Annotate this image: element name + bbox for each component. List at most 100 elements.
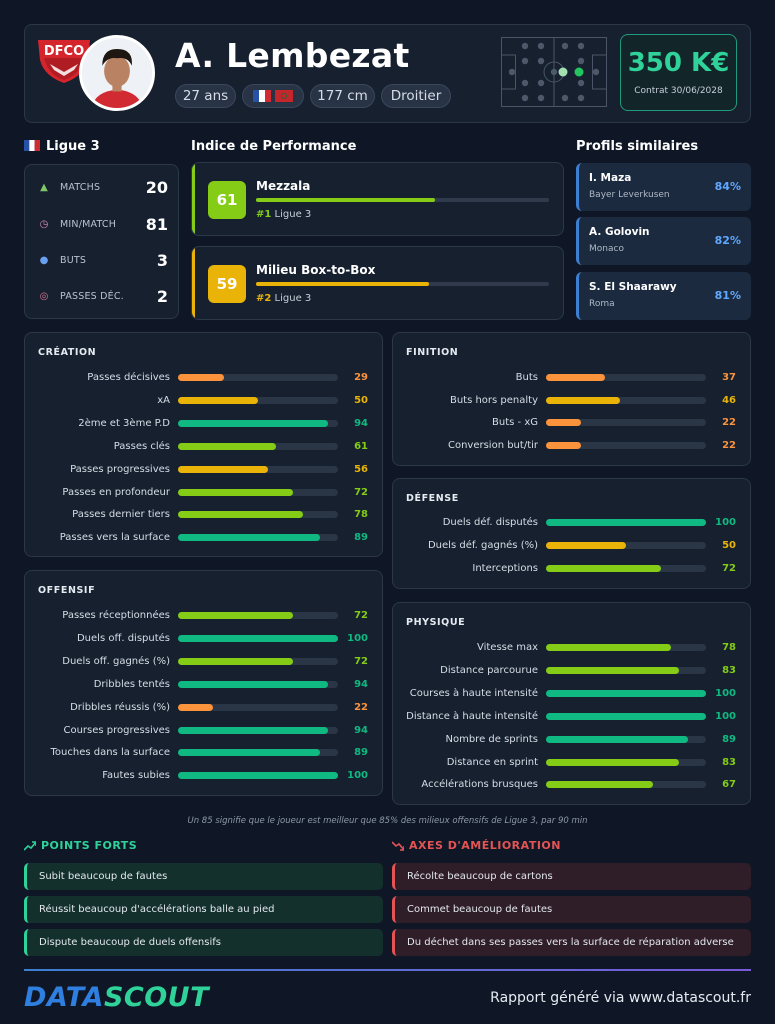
- metric-bar-fill: [546, 712, 706, 720]
- metric-label: Buts hors penalty: [449, 394, 538, 406]
- metric-value: 89: [722, 733, 736, 745]
- similar-title: Profils similaires: [576, 139, 699, 154]
- metric-bar-fill: [178, 749, 321, 757]
- metric-label: Passes progressives: [70, 463, 170, 475]
- metric-bar-fill: [178, 703, 214, 711]
- metric-value: 94: [354, 678, 368, 690]
- trending-up-icon: [24, 841, 36, 851]
- strength-item: Subit beaucoup de fautes: [24, 863, 383, 890]
- metric-bar: [546, 442, 706, 450]
- metric-bar: [178, 634, 338, 642]
- strength-item: Réussit beaucoup d'accélérations balle a…: [24, 896, 383, 923]
- metric-bar-fill: [546, 519, 706, 526]
- ball-icon: ●: [39, 254, 49, 266]
- similar-player-name: I. Maza: [589, 172, 632, 184]
- metric-bar: [546, 644, 706, 651]
- defense-title: DÉFENSE: [406, 493, 459, 504]
- france-flag-icon: [24, 140, 40, 151]
- league-stat-row: ▲ MATCHS 20: [38, 177, 168, 197]
- performance-bar-fill: [256, 198, 435, 202]
- similar-player-name: A. Golovin: [589, 226, 650, 238]
- performance-bar: [256, 282, 549, 286]
- metric-value: 94: [354, 724, 368, 736]
- similar-profile-card[interactable]: A. Golovin Monaco 82%: [576, 217, 751, 265]
- metric-value: 67: [722, 779, 736, 791]
- metric-bar: [178, 772, 338, 780]
- metric-label: Courses progressives: [63, 724, 170, 736]
- metric-label: 2ème et 3ème P.D: [78, 417, 170, 429]
- metric-bar: [546, 542, 706, 549]
- metric-label: Duels déf. disputés: [442, 517, 538, 528]
- similarity-percent: 84%: [714, 180, 741, 193]
- similar-profile-card[interactable]: I. Maza Bayer Leverkusen 84%: [576, 163, 751, 211]
- shirt-icon: ▲: [40, 181, 48, 193]
- metric-bar: [546, 735, 706, 743]
- metric-value: 94: [354, 417, 368, 429]
- datascout-logo[interactable]: DATASCOUT: [24, 982, 210, 1013]
- league-stat-row: ◎ PASSES DÉC. 2: [38, 286, 168, 306]
- metric-bar: [178, 488, 338, 496]
- similar-player-club: Bayer Leverkusen: [589, 190, 670, 200]
- club-crest-icon: DFCO: [38, 40, 90, 83]
- league-stat-value: 20: [145, 177, 168, 197]
- creation-title: CRÉATION: [38, 347, 97, 358]
- physical-panel: [392, 602, 751, 805]
- metric-label: Courses à haute intensité: [409, 687, 538, 699]
- metric-bar-fill: [178, 657, 294, 665]
- offensive-title: OFFENSIF: [38, 585, 96, 596]
- metric-bar: [178, 749, 338, 757]
- similar-profile-card[interactable]: S. El Shaarawy Roma 81%: [576, 272, 751, 320]
- metric-label: Buts - xG: [492, 417, 538, 429]
- similar-player-club: Monaco: [589, 244, 624, 254]
- strength-item: Dispute beaucoup de duels offensifs: [24, 929, 383, 956]
- metric-bar-fill: [546, 442, 582, 450]
- league-stat-value: 3: [156, 250, 168, 270]
- metric-label: Duels off. disputés: [76, 632, 170, 644]
- metric-value: 29: [354, 372, 368, 383]
- metric-value: 22: [722, 440, 736, 452]
- metric-value: 100: [347, 770, 368, 782]
- performance-title: Indice de Performance: [191, 139, 357, 154]
- metric-bar-fill: [546, 758, 679, 766]
- metric-value: 37: [722, 372, 736, 383]
- metric-bar-fill: [546, 781, 654, 789]
- metric-bar-fill: [546, 735, 689, 743]
- metric-bar: [178, 465, 338, 473]
- metric-value: 100: [715, 687, 736, 699]
- metric-bar: [178, 419, 338, 427]
- physical-title: PHYSIQUE: [406, 617, 466, 628]
- metric-bar: [546, 666, 706, 674]
- league-stat-row: ● BUTS 3: [38, 250, 168, 270]
- performance-card[interactable]: 59 Milieu Box-to-Box #2 Ligue 3: [191, 246, 564, 320]
- market-value-card: [620, 34, 737, 111]
- metric-label: Passes réceptionnées: [62, 610, 170, 621]
- metric-bar: [178, 534, 338, 542]
- performance-rank-league: Ligue 3: [274, 209, 312, 220]
- league-stat-value: 81: [145, 214, 168, 234]
- performance-rank-number: #1: [256, 209, 272, 220]
- metric-label: Nombre de sprints: [445, 733, 538, 745]
- improvement-item: Du déchet dans ses passes vers la surfac…: [392, 929, 751, 956]
- league-stat-label: MATCHS: [60, 181, 101, 193]
- metric-label: Distance en sprint: [446, 756, 538, 768]
- metric-bar: [178, 442, 338, 450]
- metric-value: 100: [715, 710, 736, 722]
- metric-label: Duels off. gagnés (%): [62, 655, 170, 667]
- similarity-percent: 82%: [714, 234, 741, 247]
- report-link[interactable]: Rapport généré via www.datascout.fr: [490, 990, 751, 1006]
- height-badge: 177 cm: [310, 84, 375, 108]
- performance-rank: #2 Ligue 3: [256, 293, 311, 304]
- metric-value: 22: [354, 701, 368, 713]
- age-badge: 27 ans: [175, 84, 236, 108]
- metric-label: Passes clés: [113, 440, 170, 452]
- metric-bar-fill: [546, 542, 626, 549]
- metric-bar: [546, 565, 706, 572]
- performance-card[interactable]: 61 Mezzala #1 Ligue 3: [191, 162, 564, 236]
- footnote: Un 85 signifie que le joueur est meilleu…: [187, 816, 588, 826]
- metric-label: Passes décisives: [87, 372, 170, 383]
- metric-bar: [178, 396, 338, 404]
- improvements-title: AXES D'AMÉLIORATION: [409, 839, 561, 852]
- metric-value: 72: [354, 486, 368, 498]
- metric-value: 100: [347, 632, 368, 644]
- similar-player-name: S. El Shaarawy: [589, 281, 677, 293]
